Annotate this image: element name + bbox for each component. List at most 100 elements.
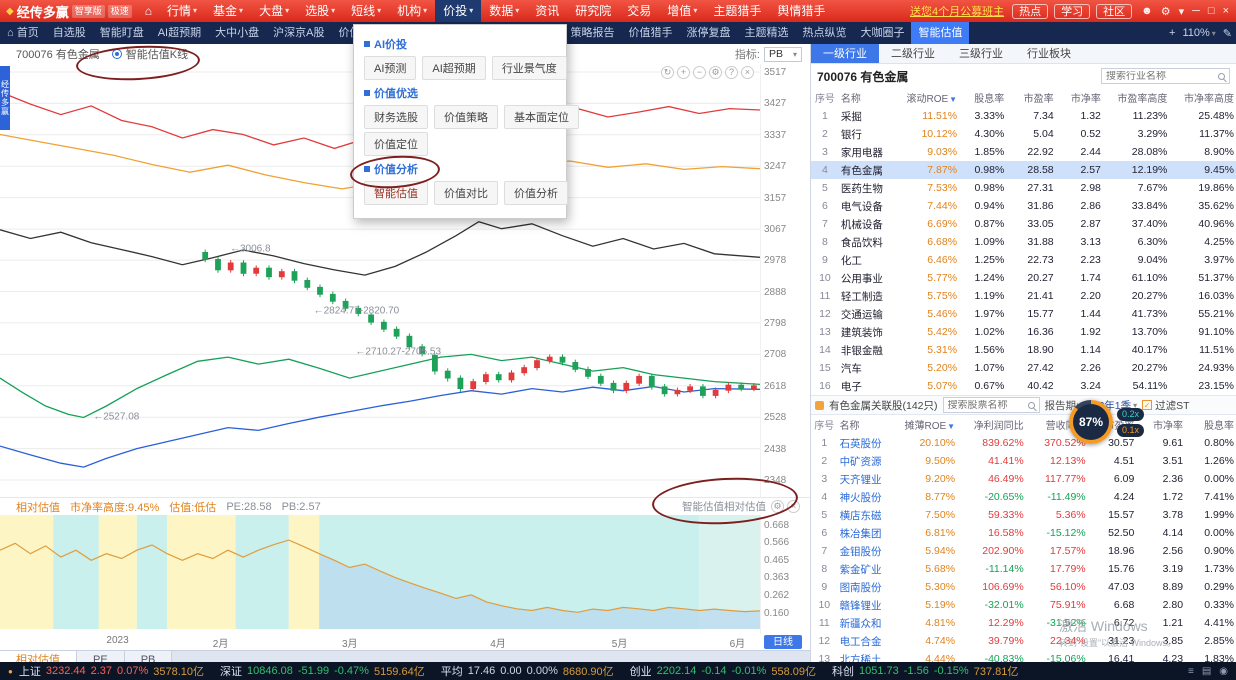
- col-header-序号[interactable]: 序号: [814, 421, 835, 432]
- col-header-市净率高度[interactable]: 市净率高度: [1184, 94, 1234, 105]
- home-menu-icon[interactable]: ⌂: [144, 4, 152, 18]
- col-header-滚动ROE[interactable]: 滚动ROE▼: [906, 94, 958, 105]
- window-icon-5[interactable]: ×: [1222, 5, 1229, 17]
- table-row[interactable]: 12 电工合金 4.74% 39.79% 22.34% 31.23 3.85 2.85%: [818, 635, 1234, 648]
- relative-valuation-chart[interactable]: [0, 515, 761, 629]
- nav-item-大咖圈子[interactable]: 大咖圈子: [860, 27, 905, 39]
- menu-主题猎手[interactable]: 主题猎手: [705, 0, 769, 22]
- tray-icon-1[interactable]: ▤: [1201, 665, 1212, 677]
- dropdown-item-价值对比[interactable]: 价值对比: [434, 181, 498, 205]
- lower-tool-1[interactable]: ×: [787, 500, 800, 513]
- col-header-名称[interactable]: 名称: [840, 94, 861, 105]
- col-header-市净率[interactable]: 市净率: [1070, 94, 1101, 105]
- industry-level-tab-1[interactable]: 二级行业: [891, 48, 935, 60]
- window-icon-3[interactable]: ─: [1192, 5, 1200, 17]
- tray-icon-0[interactable]: ≡: [1187, 665, 1194, 677]
- table-row[interactable]: 1 石英股份 20.10% 839.62% 370.52% 30.57 9.61 0.80%: [821, 437, 1234, 450]
- stock-search[interactable]: [942, 397, 1040, 413]
- table-row[interactable]: 6 株冶集团 6.81% 16.58% -15.12% 52.50 4.14 0.00%: [821, 527, 1234, 540]
- menu-价投[interactable]: 价投 ▾: [435, 0, 482, 22]
- menu-舆情猎手[interactable]: 舆情猎手: [769, 0, 833, 22]
- menu-交易[interactable]: 交易: [619, 0, 659, 22]
- window-icon-1[interactable]: ⚙: [1160, 5, 1171, 18]
- dropdown-item-基本面定位[interactable]: 基本面定位: [504, 105, 579, 129]
- valuation-score-badge[interactable]: 87% 0.2x 0.1x: [1069, 400, 1145, 444]
- app-logo[interactable]: ◆ 经传多赢 智享版 极速: [0, 2, 138, 21]
- table-row[interactable]: 5 横店东磁 7.50% 59.33% 5.36% 15.57 3.78 1.99%: [821, 509, 1234, 522]
- nav-item-AI超预期[interactable]: AI超预期: [157, 27, 202, 39]
- index-ticker-科创[interactable]: 科创 1051.73 -1.56 -0.15% 737.81亿: [832, 665, 1019, 678]
- zoom-select[interactable]: 110% ▾: [1182, 27, 1215, 39]
- menu-机构[interactable]: 机构 ▾: [389, 0, 435, 22]
- industry-level-tab-0[interactable]: 一级行业: [811, 44, 879, 63]
- industry-search-input[interactable]: [1106, 70, 1214, 82]
- menu-资讯[interactable]: 资讯: [527, 0, 567, 22]
- index-ticker-平均[interactable]: 平均 17.46 0.00 0.00% 8680.90亿: [440, 665, 614, 678]
- menu-行情[interactable]: 行情 ▾: [159, 0, 205, 22]
- chart-tool-1[interactable]: +: [677, 66, 690, 79]
- table-row[interactable]: 8 食品饮料 6.68% 1.09% 31.88 3.13 6.30% 4.25%: [822, 236, 1234, 249]
- table-row[interactable]: 16 电子 5.07% 0.67% 40.42 3.24 54.11% 23.15%: [819, 380, 1234, 393]
- nav-item-大中小盘[interactable]: 大中小盘: [215, 27, 260, 39]
- window-icon-0[interactable]: ☻: [1141, 5, 1153, 17]
- col-header-股息率[interactable]: 股息率: [974, 94, 1005, 105]
- industry-level-tab-3[interactable]: 行业板块: [1027, 48, 1071, 60]
- table-row[interactable]: 10 赣锋锂业 5.19% -32.01% 75.91% 6.68 2.80 0.33%: [818, 599, 1234, 612]
- dropdown-item-AI预测[interactable]: AI预测: [364, 56, 417, 80]
- chart-tool-0[interactable]: ↻: [661, 66, 674, 79]
- col-header-股息率[interactable]: 股息率: [1204, 421, 1234, 432]
- quick-link-社区[interactable]: 社区: [1096, 3, 1133, 19]
- nav-item-智能盯盘[interactable]: 智能盯盘: [99, 27, 144, 39]
- table-row[interactable]: 12 交通运输 5.46% 1.97% 15.77 1.44 41.73% 55.21%: [819, 308, 1234, 321]
- index-ticker-深证[interactable]: 深证 10846.08 -51.99 -0.47% 5159.64亿: [220, 665, 425, 678]
- dropdown-item-价值分析[interactable]: 价值分析: [504, 181, 568, 205]
- nav-item-策略报告[interactable]: 策略报告: [570, 27, 615, 39]
- nav-item-涨停复盘[interactable]: 涨停复盘: [686, 27, 731, 39]
- col-header-市净率[interactable]: 市净率: [1153, 421, 1184, 432]
- dropdown-item-智能估值[interactable]: 智能估值: [364, 181, 428, 205]
- menu-短线[interactable]: 短线 ▾: [343, 0, 389, 22]
- promo-link[interactable]: 送您4个月公募班主: [910, 6, 1005, 18]
- indicator-select[interactable]: PB ▾: [763, 46, 802, 62]
- chart-tool-4[interactable]: ?: [725, 66, 738, 79]
- table-row[interactable]: 9 化工 6.46% 1.25% 22.73 2.23 9.04% 3.97%: [822, 254, 1234, 267]
- col-header-净利润同比[interactable]: 净利润同比: [973, 421, 1024, 432]
- col-header-序号[interactable]: 序号: [814, 94, 835, 105]
- table-row[interactable]: 7 金钼股份 5.94% 202.90% 17.57% 18.96 2.56 0.90%: [821, 545, 1234, 558]
- nav-item-首页[interactable]: ⌂ 首页: [7, 27, 39, 39]
- col-header-营收同比[interactable]: 营收同比: [1045, 421, 1086, 432]
- menu-大盘[interactable]: 大盘 ▾: [251, 0, 297, 22]
- nav-item-主题精选[interactable]: 主题精选: [744, 27, 789, 39]
- table-row[interactable]: 7 机械设备 6.69% 0.87% 33.05 2.87 37.40% 40.96%: [822, 218, 1234, 231]
- window-icon-4[interactable]: □: [1207, 5, 1215, 17]
- stock-search-input[interactable]: [947, 399, 1024, 411]
- col-header-摊薄ROE[interactable]: 摊薄ROE▼: [904, 421, 956, 432]
- nav-item-自选股[interactable]: 自选股: [52, 27, 86, 39]
- dropdown-item-价值策略[interactable]: 价值策略: [434, 105, 498, 129]
- nav-item-价值猎手[interactable]: 价值猎手: [628, 27, 673, 39]
- table-row[interactable]: 5 医药生物 7.53% 0.98% 27.31 2.98 7.67% 19.86%: [822, 182, 1234, 195]
- menu-研究院[interactable]: 研究院: [567, 0, 619, 22]
- dropdown-item-财务选股[interactable]: 财务选股: [364, 105, 428, 129]
- table-row[interactable]: 10 公用事业 5.77% 1.24% 20.27 1.74 61.10% 51.37%: [819, 272, 1234, 285]
- col-header-市盈率高度[interactable]: 市盈率高度: [1117, 94, 1168, 105]
- tray-icon-2[interactable]: ◉: [1219, 665, 1228, 677]
- side-tag[interactable]: 经传多赢: [0, 66, 10, 130]
- table-row[interactable]: 4 神火股份 8.77% -20.65% -11.49% 4.24 1.72 7.41%: [821, 491, 1234, 504]
- filter-st-checkbox[interactable]: ✓ 过滤ST: [1142, 398, 1190, 413]
- quick-link-学习[interactable]: 学习: [1054, 3, 1091, 19]
- table-row[interactable]: 1 采掘 11.51% 3.33% 7.34 1.32 11.23% 25.48%: [822, 110, 1234, 123]
- add-tab-button[interactable]: +: [1169, 27, 1176, 39]
- menu-基金[interactable]: 基金 ▾: [205, 0, 251, 22]
- chart-tool-3[interactable]: ⚙: [709, 66, 722, 79]
- nav-item-智能估值[interactable]: 智能估值: [911, 22, 970, 44]
- dropdown-item-AI超预期[interactable]: AI超预期: [422, 56, 486, 80]
- menu-数据[interactable]: 数据 ▾: [481, 0, 527, 22]
- chart-tool-2[interactable]: −: [693, 66, 706, 79]
- edit-icon[interactable]: ✎: [1222, 27, 1232, 40]
- menu-增值[interactable]: 增值 ▾: [659, 0, 705, 22]
- industry-level-tab-2[interactable]: 三级行业: [959, 48, 1003, 60]
- quick-link-热点[interactable]: 热点: [1012, 3, 1049, 19]
- table-row[interactable]: 13 建筑装饰 5.42% 1.02% 16.36 1.92 13.70% 91.10%: [819, 326, 1234, 339]
- table-row[interactable]: 2 中矿资源 9.50% 41.41% 12.13% 4.51 3.51 1.26%: [821, 455, 1234, 468]
